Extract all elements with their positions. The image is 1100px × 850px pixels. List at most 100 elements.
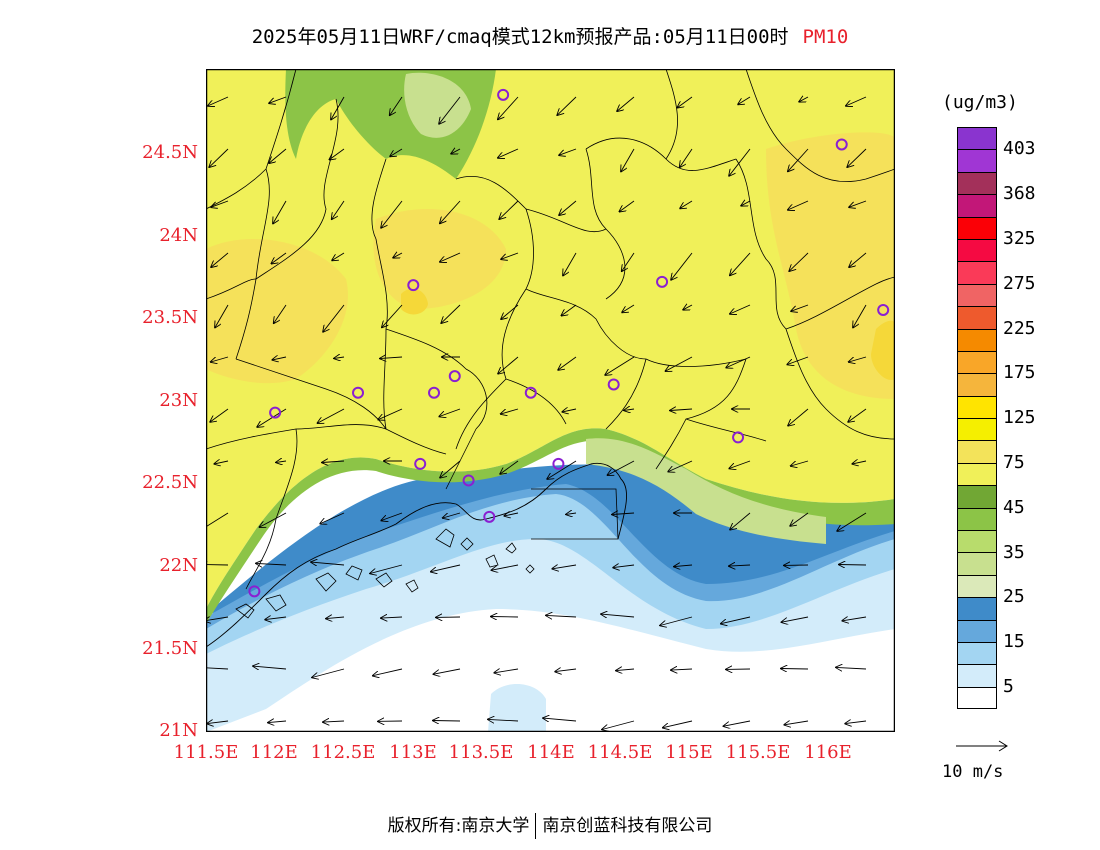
legend-unit: (ug/m3) [942, 92, 1018, 113]
lon-label: 112.5E [310, 742, 376, 763]
wind-vector [206, 617, 229, 621]
legend-label: 368 [1003, 183, 1036, 205]
station-marker[interactable] [483, 510, 496, 523]
wind-vector [624, 409, 635, 410]
wind-vector [440, 460, 461, 478]
station-marker[interactable] [407, 279, 420, 292]
wind-vector [208, 96, 229, 106]
wind-vector [276, 461, 287, 462]
legend-swatch [957, 485, 997, 508]
wind-vector [616, 669, 635, 671]
station-marker[interactable] [497, 88, 510, 101]
legend-swatch [957, 350, 997, 374]
wind-vector [381, 512, 403, 521]
monitoring-stations[interactable] [248, 88, 890, 598]
wind-vector [318, 408, 345, 423]
station-marker[interactable] [248, 585, 261, 598]
wind-vector [323, 304, 345, 332]
legend-swatch [957, 238, 997, 262]
wind-vector [381, 200, 403, 228]
lat-label: 21.5N [142, 638, 198, 659]
wind-vector [492, 564, 519, 570]
wind-vector [499, 200, 519, 219]
high-patch-northwest [206, 239, 348, 384]
wind-vector [393, 253, 403, 258]
station-marker[interactable] [524, 386, 537, 399]
legend-swatch [957, 597, 997, 620]
station-marker[interactable] [656, 275, 669, 288]
wind-vector [671, 669, 693, 670]
lat-label: 24N [159, 225, 198, 246]
wind-vector [312, 668, 345, 678]
wind-vector [849, 252, 867, 267]
pm10-concentration-map[interactable] [206, 69, 895, 732]
station-marker[interactable] [428, 386, 441, 399]
legend-label: 175 [1003, 362, 1036, 384]
wind-vector [552, 565, 577, 569]
lat-label: 23N [159, 390, 198, 411]
legend-swatch [957, 216, 997, 239]
wind-vector [334, 357, 345, 358]
wind-vector [260, 512, 287, 527]
legend-swatch [957, 418, 997, 441]
station-marker[interactable] [607, 378, 620, 391]
station-marker[interactable] [414, 457, 427, 470]
wind-vector [370, 564, 403, 574]
station-marker[interactable] [552, 457, 565, 470]
legend-swatch [957, 149, 997, 172]
legend-label: 275 [1003, 272, 1036, 294]
wind-vector [273, 200, 287, 224]
station-marker[interactable] [732, 431, 745, 444]
station-marker[interactable] [462, 474, 475, 487]
wind-vector [784, 721, 809, 725]
wind-vector [322, 461, 345, 463]
islands [235, 528, 535, 619]
wind-vector [670, 409, 693, 411]
legend-swatch [957, 462, 997, 486]
wind-vector [836, 667, 867, 669]
lat-label: 23.5N [142, 307, 198, 328]
wind-vector [498, 356, 519, 374]
legend-label: 25 [1003, 586, 1025, 608]
wind-vector [619, 200, 635, 212]
station-marker[interactable] [877, 303, 890, 316]
high-patch-east [766, 132, 895, 399]
wind-vector [329, 148, 345, 160]
wind-vector [332, 200, 345, 219]
wind-vector [501, 408, 519, 414]
wind-vector [729, 565, 751, 566]
wind-vector [207, 721, 229, 724]
wind-vector [605, 356, 635, 375]
wind-vector [721, 616, 751, 624]
wind-vector [211, 252, 229, 267]
wind-vector [847, 148, 867, 167]
wind-vector [433, 721, 461, 722]
wind-vector [853, 304, 867, 328]
legend-swatch [957, 574, 997, 598]
wind-vector [683, 305, 693, 310]
lon-label: 113E [389, 742, 437, 763]
wind-vector [622, 304, 635, 312]
wind-vector [269, 96, 287, 103]
station-marker[interactable] [448, 370, 461, 383]
legend-swatch [957, 328, 997, 351]
wind-vector [491, 617, 519, 618]
south-sea-patch [488, 683, 546, 732]
wind-vector [257, 408, 287, 427]
lon-label: 115.5E [725, 742, 791, 763]
wind-vector [543, 718, 577, 721]
wind-vector [210, 408, 229, 422]
map-frame [206, 69, 895, 732]
wind-vector [562, 409, 577, 412]
wind-vector [561, 304, 577, 316]
station-marker[interactable] [352, 386, 365, 399]
wind-vector [788, 408, 809, 426]
wind-vector [380, 357, 403, 359]
wind-vector [265, 617, 287, 620]
wind-vector [439, 96, 461, 124]
wind-vector [617, 96, 635, 111]
wind-vector [660, 616, 693, 626]
station-marker[interactable] [269, 406, 282, 419]
legend-label: 15 [1003, 631, 1025, 653]
station-marker[interactable] [835, 138, 848, 151]
